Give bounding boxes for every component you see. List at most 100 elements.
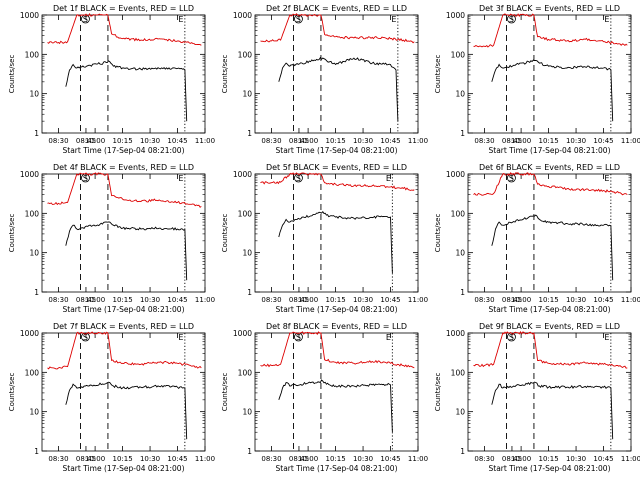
y-axis-title: Counts/sec: [221, 373, 229, 412]
y-tick-label: 1000: [446, 170, 465, 179]
y-axis-title: Counts/sec: [221, 55, 229, 94]
x-axis-title: Start Time (17-Sep-04 08:21:00): [276, 464, 398, 473]
x-tick-label: 10:45: [167, 296, 187, 304]
x-tick-label: 08:30: [474, 137, 494, 145]
panel-title: Det 2f BLACK = Events, RED = LLD: [266, 4, 407, 13]
panel-title: Det 9f BLACK = Events, RED = LLD: [479, 322, 620, 331]
marker-label: S: [83, 15, 88, 24]
lld-series-line: [47, 331, 202, 370]
marker-label: E: [386, 333, 391, 342]
y-tick-label: 1000: [20, 329, 39, 338]
panel-det-8: Det 8f BLACK = Events, RED = LLD 1 10 100 10…: [221, 322, 428, 473]
x-tick-label: 08:45: [76, 137, 96, 145]
x-tick-label: 11:00: [408, 137, 428, 145]
y-tick-label: 1000: [233, 11, 252, 20]
panel-title: Det 4f BLACK = Events, RED = LLD: [53, 163, 194, 172]
x-tick-label: 10:15: [325, 137, 345, 145]
panel-title: Det 6f BLACK = Events, RED = LLD: [479, 163, 620, 172]
lld-series-line: [473, 171, 628, 196]
panel-det-7: Det 7f BLACK = Events, RED = LLD 1 10 100 10…: [8, 322, 215, 473]
x-tick-label: 08:30: [261, 296, 281, 304]
x-tick-label: 08:30: [261, 137, 281, 145]
x-tick-label: 08:45: [502, 455, 522, 463]
x-tick-label: 10:30: [566, 137, 586, 145]
marker-label: E: [178, 333, 183, 342]
y-axis-title: Counts/sec: [221, 214, 229, 253]
x-axis-title: Start Time (17-Sep-04 08:21:00): [489, 146, 611, 155]
y-tick-label: 1000: [446, 329, 465, 338]
plot-frame: [41, 14, 206, 134]
plot-frame: [467, 173, 632, 293]
y-tick-label: 1000: [20, 11, 39, 20]
y-tick-label: 100: [25, 50, 40, 59]
y-tick-label: 1: [247, 447, 252, 456]
y-tick-label: 100: [25, 209, 40, 218]
x-tick-label: 10:00: [511, 296, 531, 304]
x-tick-label: 10:30: [140, 137, 160, 145]
y-tick-label: 1: [460, 288, 465, 297]
x-tick-label: 11:00: [195, 296, 215, 304]
x-tick-label: 10:00: [298, 296, 318, 304]
marker-label: S: [296, 15, 301, 24]
y-tick-label: 10: [29, 90, 39, 99]
y-tick-label: 10: [242, 249, 252, 258]
panel-det-1: Det 1f BLACK = Events, RED = LLD 1 10 100 10…: [8, 4, 215, 155]
x-tick-label: 08:45: [502, 137, 522, 145]
y-tick-label: 10: [455, 249, 465, 258]
events-series-line: [491, 214, 614, 281]
y-tick-label: 100: [451, 209, 466, 218]
panel-title: Det 7f BLACK = Events, RED = LLD: [53, 322, 194, 331]
lld-series-line: [47, 172, 202, 208]
events-series-line: [65, 381, 188, 440]
x-tick-label: 11:00: [621, 455, 640, 463]
lld-series-line: [47, 13, 202, 46]
y-tick-label: 1: [247, 129, 252, 138]
marker-label: E: [178, 174, 183, 183]
y-tick-label: 100: [451, 50, 466, 59]
plot-frame: [467, 14, 632, 134]
x-tick-label: 08:45: [289, 455, 309, 463]
events-series-line: [491, 59, 614, 122]
y-tick-label: 1: [34, 447, 39, 456]
marker-label: E: [391, 15, 396, 24]
x-tick-label: 08:30: [474, 296, 494, 304]
x-axis-title: Start Time (17-Sep-04 08:21:00): [276, 305, 398, 314]
x-tick-label: 10:00: [85, 137, 105, 145]
y-tick-label: 1: [460, 129, 465, 138]
x-tick-label: 10:45: [593, 455, 613, 463]
marker-label: E: [178, 15, 183, 24]
marker-label: S: [83, 174, 88, 183]
x-tick-label: 11:00: [195, 137, 215, 145]
panel-det-2: Det 2f BLACK = Events, RED = LLD 1 10 100 10…: [221, 4, 428, 155]
y-tick-label: 100: [238, 209, 253, 218]
events-series-line: [65, 60, 188, 122]
x-tick-label: 10:30: [353, 137, 373, 145]
panel-title: Det 8f BLACK = Events, RED = LLD: [266, 322, 407, 331]
x-tick-label: 10:30: [353, 296, 373, 304]
panel-det-9: Det 9f BLACK = Events, RED = LLD 1 10 100 10…: [434, 322, 640, 473]
plot-frame: [41, 332, 206, 452]
x-tick-label: 10:45: [380, 137, 400, 145]
y-tick-label: 10: [455, 408, 465, 417]
plot-frame: [254, 14, 419, 134]
y-tick-label: 1000: [446, 11, 465, 20]
x-tick-label: 11:00: [408, 296, 428, 304]
x-tick-label: 10:15: [538, 137, 558, 145]
lld-series-line: [260, 331, 415, 369]
x-axis-title: Start Time (17-Sep-04 08:21:00): [63, 305, 185, 314]
x-tick-label: 10:15: [538, 296, 558, 304]
y-axis-title: Counts/sec: [8, 373, 16, 412]
x-tick-label: 10:30: [140, 296, 160, 304]
marker-label: S: [509, 15, 514, 24]
y-tick-label: 100: [238, 50, 253, 59]
marker-label: E: [604, 15, 609, 24]
x-tick-label: 10:15: [112, 137, 132, 145]
x-tick-label: 10:00: [298, 455, 318, 463]
lld-series-line: [260, 172, 415, 191]
start-marker-circle: [81, 332, 90, 342]
marker-label: S: [296, 174, 301, 183]
panel-det-4: Det 4f BLACK = Events, RED = LLD 1 10 100 10…: [8, 163, 215, 314]
x-tick-label: 10:45: [593, 137, 613, 145]
x-axis-title: Start Time (17-Sep-04 08:21:00): [63, 464, 185, 473]
